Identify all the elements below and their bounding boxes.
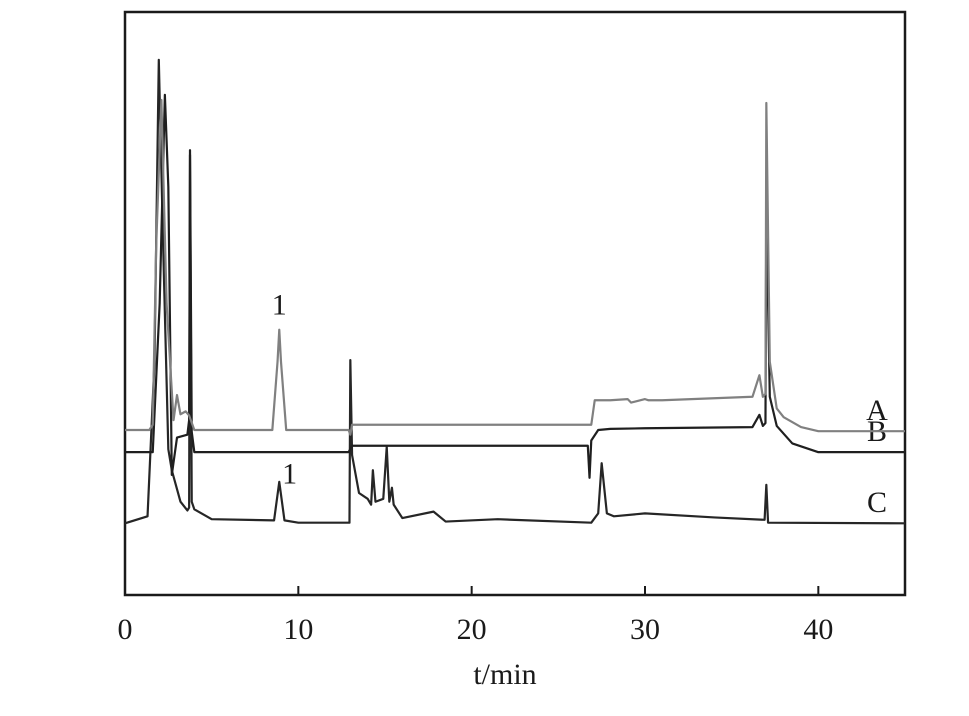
peak-label: 1 xyxy=(272,288,287,321)
x-tick-label: 30 xyxy=(630,613,660,646)
series-line xyxy=(124,58,906,525)
series-label: A xyxy=(866,394,888,427)
x-axis-label: t/min xyxy=(473,658,536,691)
peak-label: 1 xyxy=(282,458,297,491)
series-label: C xyxy=(867,486,887,519)
x-tick-label: 40 xyxy=(803,613,833,646)
x-tick-label: 0 xyxy=(118,613,133,646)
plot-frame xyxy=(123,10,907,597)
x-tick-label: 20 xyxy=(457,613,487,646)
series-line xyxy=(125,98,905,436)
x-tick-label: 10 xyxy=(283,613,313,646)
